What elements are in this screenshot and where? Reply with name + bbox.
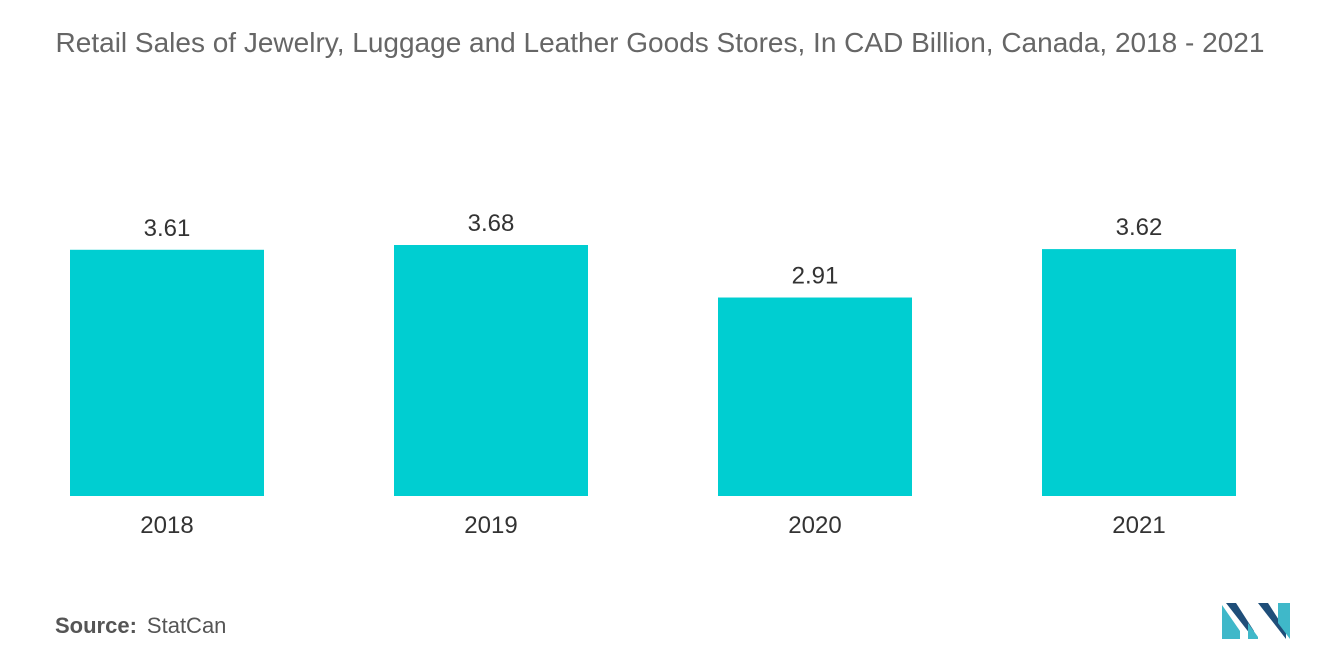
category-labels-group: 2018 2019 2020 2021 (140, 512, 1165, 539)
source-value: StatCan (146, 613, 227, 638)
bar-2020 (718, 297, 912, 496)
category-label-2019: 2019 (464, 512, 517, 539)
bar-2021 (1042, 249, 1236, 496)
source-label: Source: (55, 613, 137, 638)
source-note: Source: StatCan (55, 613, 226, 639)
bars-group (70, 245, 1236, 496)
category-label-2018: 2018 (140, 512, 193, 539)
value-label-2020: 2.91 (792, 263, 839, 290)
value-label-2019: 3.68 (468, 210, 515, 237)
value-label-2018: 3.61 (144, 215, 191, 242)
bar-2019 (394, 245, 588, 496)
bar-2018 (70, 249, 264, 496)
value-labels-group: 3.61 3.68 2.91 3.62 (144, 210, 1163, 290)
category-label-2021: 2021 (1112, 512, 1165, 539)
category-label-2020: 2020 (788, 512, 841, 539)
chart-title: Retail Sales of Jewelry, Luggage and Lea… (55, 27, 1265, 58)
value-label-2021: 3.62 (1116, 214, 1163, 241)
mordor-intelligence-logo-icon (1222, 603, 1290, 639)
